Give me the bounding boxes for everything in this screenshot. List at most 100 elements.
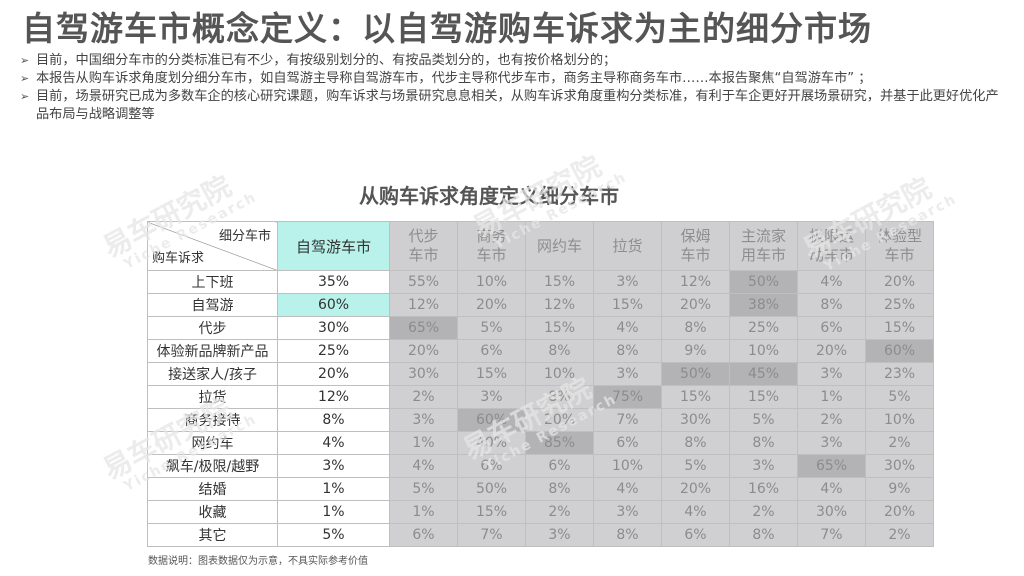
table-cell: 10%	[525, 362, 594, 386]
row-label: 商务接待	[147, 408, 278, 432]
table-cell: 20%	[865, 500, 934, 524]
table-cell: 8%	[277, 408, 390, 432]
column-header: 代步 车市	[389, 221, 458, 271]
table-row: 商务接待 8% 3% 60% 20% 7% 30% 5% 2% 10%	[147, 408, 934, 432]
segment-table: 细分车市 购车诉求 自驾游车市 代步 车市 商务 车市 网约车 拉货 保姆 车市 主流家 用…	[147, 221, 934, 547]
table-cell: 15%	[729, 385, 798, 409]
table-cell: 4%	[593, 316, 662, 340]
table-cell: 65%	[797, 454, 866, 478]
row-label: 结婚	[147, 477, 278, 501]
table-cell: 12%	[277, 385, 390, 409]
table-cell: 6%	[593, 431, 662, 455]
table-cell: 75%	[593, 385, 662, 409]
table-cell: 1%	[277, 477, 390, 501]
table-cell: 8%	[593, 523, 662, 547]
table-cell: 6%	[661, 523, 730, 547]
table-cell: 60%	[865, 339, 934, 363]
table-cell: 30%	[661, 408, 730, 432]
table-cell: 3%	[593, 500, 662, 524]
table-cell: 2%	[797, 408, 866, 432]
table-cell: 1%	[277, 500, 390, 524]
table-cell: 20%	[389, 339, 458, 363]
table-cell: 15%	[593, 293, 662, 317]
column-header: 商务 车市	[457, 221, 526, 271]
table-row: 其它 5% 6% 7% 3% 8% 6% 8% 7% 2%	[147, 523, 934, 547]
table-cell: 4%	[277, 431, 390, 455]
table-row: 接送家人/孩子 20% 30% 15% 10% 3% 50% 45% 3% 23%	[147, 362, 934, 386]
table-row: 网约车 4% 1% 40% 85% 6% 8% 8% 3% 2%	[147, 431, 934, 455]
row-label: 收藏	[147, 500, 278, 524]
table-cell: 8%	[661, 316, 730, 340]
table-cell: 16%	[729, 477, 798, 501]
table-cell: 30%	[277, 316, 390, 340]
corner-column-label: 细分车市	[218, 229, 271, 244]
table-cell: 8%	[797, 293, 866, 317]
page-title: 自驾游车市概念定义：以自驾游购车诉求为主的细分市场	[22, 9, 872, 48]
table-cell: 2%	[865, 431, 934, 455]
table-cell: 20%	[865, 270, 934, 294]
column-header: 体验型 车市	[865, 221, 934, 271]
table-cell: 9%	[865, 477, 934, 501]
bullet-item: ➢ 本报告从购车诉求角度划分细分车市，如自驾游主导称自驾游车市，代步主导称代步车…	[20, 70, 1010, 88]
column-header: 拉货	[593, 221, 662, 271]
arrow-bullet-icon: ➢	[20, 54, 30, 67]
table-cell: 8%	[525, 339, 594, 363]
table-cell: 5%	[389, 477, 458, 501]
table-cell: 20%	[525, 408, 594, 432]
bullet-item: ➢ 目前，场景研究已成为多数车企的核心研究课题，购车诉求与场景研究息息相关，从购…	[20, 88, 1010, 124]
column-header: 保姆 车市	[661, 221, 730, 271]
table-cell: 23%	[865, 362, 934, 386]
arrow-bullet-icon: ➢	[20, 72, 30, 85]
table-cell: 55%	[389, 270, 458, 294]
table-cell: 25%	[277, 339, 390, 363]
table-cell: 4%	[593, 477, 662, 501]
table-cell: 20%	[661, 477, 730, 501]
bullet-item: ➢ 目前，中国细分车市的分类标准已有不少，有按级别划分的、有按品类划分的，也有按…	[20, 52, 1010, 70]
table-cell: 3%	[593, 362, 662, 386]
table-row: 体验新品牌新产品 25% 20% 6% 8% 8% 9% 10% 20% 60%	[147, 339, 934, 363]
table-cell: 5%	[661, 454, 730, 478]
row-label: 自驾游	[147, 293, 278, 317]
table-cell: 20%	[277, 362, 390, 386]
table-cell: 6%	[797, 316, 866, 340]
table-cell: 15%	[525, 316, 594, 340]
table-cell: 45%	[729, 362, 798, 386]
table-cell: 30%	[797, 500, 866, 524]
table-cell: 15%	[865, 316, 934, 340]
table-cell: 1%	[389, 500, 458, 524]
table-header-row: 细分车市 购车诉求 自驾游车市 代步 车市 商务 车市 网约车 拉货 保姆 车市 主流家 用…	[147, 221, 934, 271]
table-cell: 10%	[593, 454, 662, 478]
table-cell: 3%	[593, 270, 662, 294]
data-note: 数据说明：图表数据仅为示意，不具实际参考价值	[148, 556, 368, 567]
table-cell: 4%	[389, 454, 458, 478]
table-row: 上下班 35% 55% 10% 15% 3% 12% 50% 4% 20%	[147, 270, 934, 294]
bullet-text: 目前，中国细分车市的分类标准已有不少，有按级别划分的、有按品类划分的，也有按价格…	[36, 53, 617, 68]
table-cell: 9%	[661, 339, 730, 363]
table-row: 收藏 1% 1% 15% 2% 3% 4% 2% 30% 20%	[147, 500, 934, 524]
bullet-text: 目前，场景研究已成为多数车企的核心研究课题，购车诉求与场景研究息息相关，从购车诉…	[36, 89, 999, 122]
table-row: 飙车/极限/越野 3% 4% 6% 6% 10% 5% 3% 65% 30%	[147, 454, 934, 478]
table-cell: 15%	[457, 362, 526, 386]
table-cell: 10%	[729, 339, 798, 363]
table-cell: 2%	[389, 385, 458, 409]
table-cell: 6%	[525, 454, 594, 478]
table-cell: 50%	[661, 362, 730, 386]
table-cell: 6%	[389, 523, 458, 547]
table-row: 代步 30% 65% 5% 15% 4% 8% 25% 6% 15%	[147, 316, 934, 340]
table-cell: 40%	[457, 431, 526, 455]
row-label: 飙车/极限/越野	[147, 454, 278, 478]
table-cell: 8%	[593, 339, 662, 363]
row-label: 拉货	[147, 385, 278, 409]
table-cell: 3%	[797, 431, 866, 455]
table-body: 上下班 35% 55% 10% 15% 3% 12% 50% 4% 20% 自驾游 60% 12% 20%…	[147, 270, 934, 547]
table-row: 拉货 12% 2% 3% 8% 75% 15% 15% 1% 5%	[147, 385, 934, 409]
table-cell: 6%	[457, 339, 526, 363]
table-cell: 5%	[457, 316, 526, 340]
row-label: 上下班	[147, 270, 278, 294]
corner-row-label: 购车诉求	[152, 251, 205, 266]
table-cell: 1%	[797, 385, 866, 409]
table-cell: 15%	[661, 385, 730, 409]
table-cell: 3%	[729, 454, 798, 478]
table-row: 自驾游 60% 12% 20% 12% 15% 20% 38% 8% 25%	[147, 293, 934, 317]
table-cell: 60%	[457, 408, 526, 432]
